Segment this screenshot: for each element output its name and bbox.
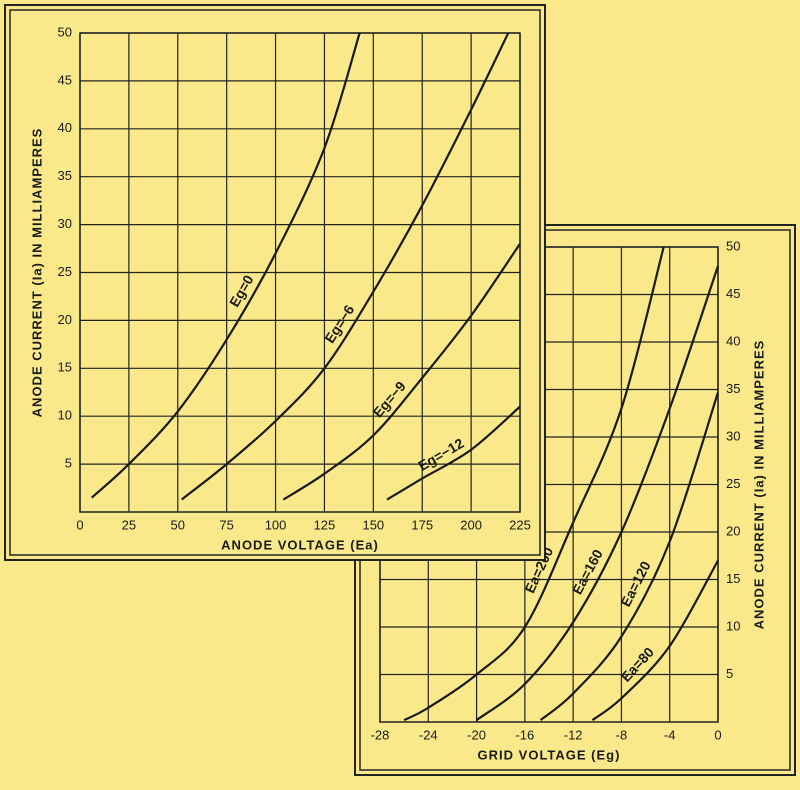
- y-tick-label: 25: [58, 264, 72, 279]
- y-tick-label: 40: [726, 333, 740, 348]
- x-tick-label: -20: [467, 727, 486, 742]
- curve: [591, 559, 719, 721]
- y-tick-label: 50: [726, 238, 740, 253]
- y-tick-label: 30: [726, 428, 740, 443]
- x-tick-label: 200: [460, 517, 482, 532]
- y-tick-label: 50: [58, 24, 72, 39]
- x-tick-label: -28: [371, 727, 390, 742]
- x-tick-label: 150: [362, 517, 384, 532]
- chart-panel: 5 10 15 20 25 30 35 40 45 50 0 25 50 75 100 125 150 175 20…: [4, 4, 546, 561]
- y-tick-label: 10: [726, 618, 740, 633]
- x-tick-label: -24: [419, 727, 438, 742]
- y-tick-label: 45: [58, 72, 72, 87]
- y-tick-label: 5: [726, 666, 733, 681]
- curve: [181, 32, 510, 501]
- y-tick-label: 30: [58, 216, 72, 231]
- x-tick-label: 0: [714, 727, 721, 742]
- y-tick-label: 15: [58, 360, 72, 375]
- curve: [403, 246, 665, 722]
- x-tick-label: -12: [564, 727, 583, 742]
- panel-inner-frame: [9, 9, 541, 556]
- y-tick-label: 15: [726, 571, 740, 586]
- x-tick-label: -4: [664, 727, 676, 742]
- x-tick-label: -16: [515, 727, 534, 742]
- curve: [539, 392, 720, 721]
- x-tick-label: 25: [122, 517, 136, 532]
- x-tick-label: 175: [411, 517, 433, 532]
- x-tick-label: 100: [265, 517, 287, 532]
- y-tick-label: 40: [58, 120, 72, 135]
- y-tick-label: 35: [58, 168, 72, 183]
- y-tick-label: 35: [726, 381, 740, 396]
- x-tick-label: 225: [509, 517, 531, 532]
- y-tick-label: 5: [65, 456, 72, 471]
- x-tick-label: 125: [314, 517, 336, 532]
- curve: [282, 243, 521, 501]
- curve: [475, 265, 720, 721]
- x-tick-label: 0: [76, 517, 83, 532]
- x-axis-title: GRID VOLTAGE (Eg): [478, 747, 621, 762]
- curve: [386, 405, 521, 501]
- x-tick-label: -8: [616, 727, 628, 742]
- y-axis-title: ANODE CURRENT (Ia) IN MILLIAMPERES: [751, 340, 766, 630]
- y-tick-label: 45: [726, 286, 740, 301]
- curve: [90, 32, 361, 499]
- y-tick-label: 20: [58, 312, 72, 327]
- x-tick-label: 75: [219, 517, 233, 532]
- y-axis-title: ANODE CURRENT (Ia) IN MILLIAMPERES: [29, 128, 44, 418]
- x-tick-label: 50: [171, 517, 185, 532]
- y-tick-label: 10: [58, 408, 72, 423]
- y-tick-label: 25: [726, 476, 740, 491]
- y-tick-label: 20: [726, 523, 740, 538]
- x-axis-title: ANODE VOLTAGE (Ea): [221, 537, 379, 552]
